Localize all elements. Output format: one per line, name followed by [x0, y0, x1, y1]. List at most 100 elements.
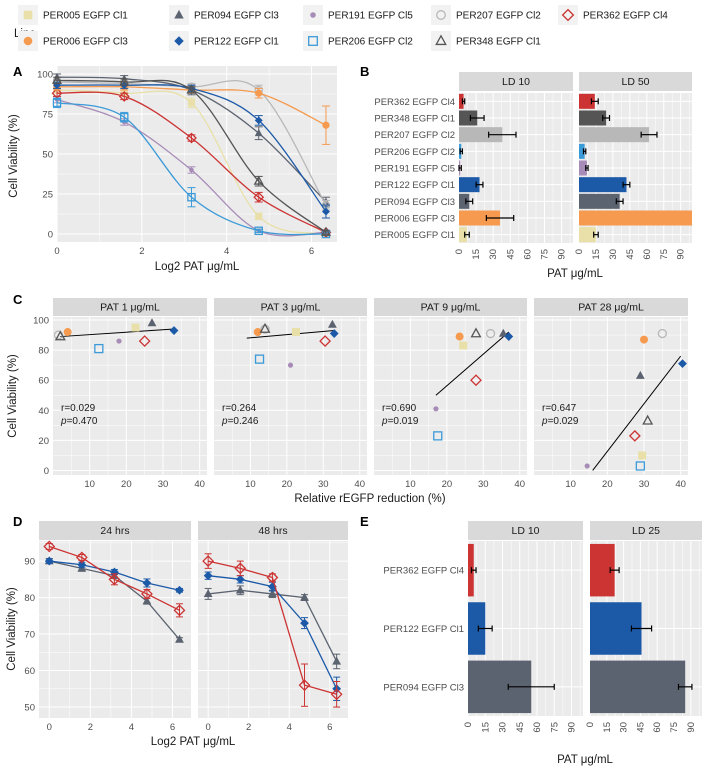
marker-square-open [308, 36, 318, 46]
data-point [234, 562, 247, 575]
correlation-r: r=0.647 [542, 403, 577, 414]
data-point [459, 341, 468, 350]
marker-diamond-open [234, 562, 247, 575]
bar [579, 227, 596, 243]
bar [459, 227, 467, 243]
x-tick-label: 75 [669, 722, 680, 733]
legend-label: PER207 EGFP Cl2 [456, 11, 541, 22]
panel-label-a: A [13, 64, 23, 79]
data-point [116, 338, 122, 344]
bar [459, 110, 478, 126]
data-point [147, 318, 157, 327]
data-point [142, 596, 152, 605]
legend-label: PER122 EGFP Cl1 [194, 37, 279, 48]
x-tick-label: 15 [480, 722, 491, 733]
error-bar [485, 215, 515, 221]
y-tick-label: PER207 EGFP Cl2 [374, 130, 455, 141]
panel-d-background [39, 541, 191, 718]
y-tick-label: 20 [38, 436, 49, 447]
data-point [119, 112, 129, 122]
data-point [255, 89, 263, 97]
bar [579, 110, 607, 126]
data-point [43, 540, 56, 553]
marker-circle [640, 335, 648, 344]
y-tick-label: 40 [38, 406, 49, 417]
x-tick-label: 15 [591, 249, 602, 260]
x-axis-title: Log2 PAT μg/mL [155, 261, 240, 273]
data-point [330, 688, 343, 701]
x-tick-label: 15 [471, 249, 482, 260]
x-tick-label: 30 [498, 722, 509, 733]
marker-square-open [433, 431, 443, 441]
marker-triangle-open [51, 74, 63, 84]
data-point [253, 191, 265, 203]
facet-strip [214, 298, 367, 316]
facet-strip [534, 298, 688, 316]
panel-c-background [534, 317, 688, 475]
regression-line [435, 331, 510, 396]
data-point [455, 332, 464, 341]
x-tick-label: 0 [463, 722, 474, 727]
marker-diamond-open [561, 8, 575, 22]
data-point [118, 90, 130, 102]
marker-triangle [300, 592, 309, 601]
facet-title: LD 10 [511, 525, 539, 537]
marker-diamond-open [118, 90, 130, 102]
x-tick-label: 20 [121, 479, 132, 490]
legend-label: PER362 EGFP Cl4 [583, 11, 668, 22]
error-bar [333, 681, 341, 708]
bar [579, 193, 620, 209]
marker-square-open [52, 98, 62, 108]
y-tick-label: 60 [24, 666, 35, 677]
y-tick-label: 25 [42, 190, 53, 201]
x-tick-label: 10 [245, 479, 256, 490]
marker-circle [23, 36, 33, 46]
y-tick-label: 70 [24, 630, 35, 641]
data-point [94, 343, 104, 354]
regression-line [592, 355, 682, 471]
data-point [291, 328, 300, 337]
data-point [186, 84, 197, 94]
facet-title: PAT 28 μg/mL [578, 302, 644, 314]
data-point [259, 322, 271, 333]
data-point [187, 99, 196, 107]
facet-strip [579, 72, 692, 91]
data-point [255, 212, 263, 220]
marker-square-open [254, 226, 263, 236]
marker-circle [63, 328, 72, 337]
data-point [322, 207, 330, 216]
error-bar [458, 165, 462, 171]
data-point [141, 587, 153, 600]
x-tick-label: 40 [194, 479, 205, 490]
facet-title: PAT 9 μg/mL [421, 302, 481, 314]
error-bar [268, 573, 276, 582]
marker-diamond-open [138, 335, 151, 347]
x-tick-label: 4 [129, 722, 134, 733]
panel-c-background [214, 317, 367, 475]
x-tick-label: 45 [625, 249, 636, 260]
marker-diamond-open [75, 551, 88, 564]
marker-circle-open [485, 328, 496, 339]
marker-diamond-open [319, 335, 332, 347]
data-point [202, 555, 215, 567]
data-point [169, 326, 179, 335]
panel-label-d: D [13, 514, 22, 529]
x-tick-label: 2 [246, 722, 251, 733]
error-bar [187, 187, 196, 208]
x-axis-title: PAT μg/mL [547, 268, 603, 280]
error-bar [459, 148, 464, 155]
y-tick-label: PER006 EGFP Cl3 [374, 214, 455, 225]
x-tick-label: 40 [514, 479, 525, 490]
bar [459, 93, 464, 109]
correlation-p: p=0.470 [60, 416, 98, 427]
data-point [300, 592, 309, 601]
marker-diamond [175, 585, 184, 595]
marker-triangle [142, 596, 152, 605]
x-tick-label: 10 [84, 479, 95, 490]
legend-marker [308, 36, 318, 46]
y-tick-label: 90 [24, 557, 35, 568]
data-point [189, 167, 194, 173]
marker-diamond [169, 326, 179, 335]
facet-title: LD 25 [632, 525, 660, 537]
marker-square-open [254, 354, 265, 364]
